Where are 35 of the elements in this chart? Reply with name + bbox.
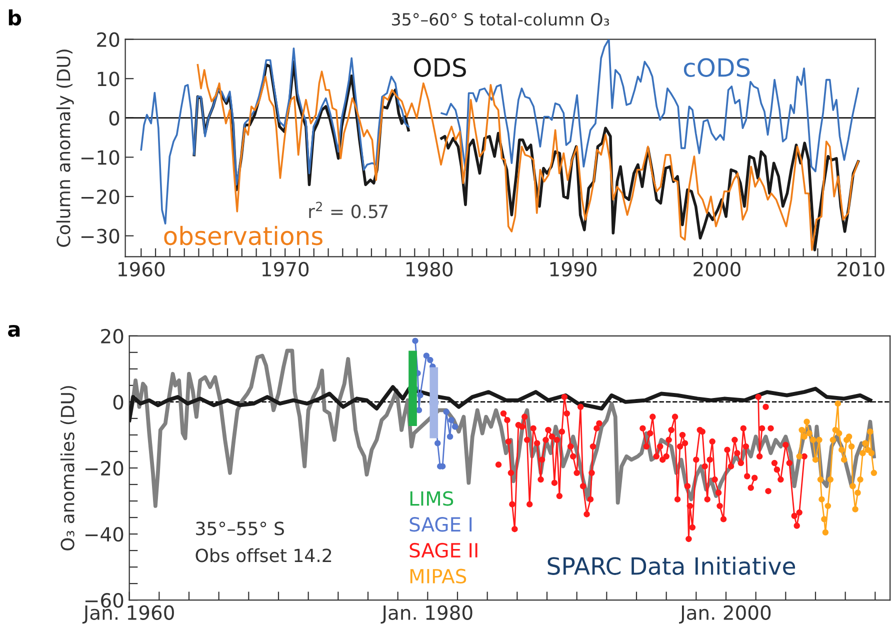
y-axis-title: Column anomaly (DU) (56, 50, 74, 247)
y-tick-label: −60 (85, 593, 124, 608)
series-label: SAGE II (410, 542, 478, 558)
chart-title: 35°–60° S total-column O₃ (392, 12, 610, 26)
y-tick-label: 0 (109, 110, 120, 126)
y-tick-label: 20 (97, 32, 120, 47)
y-tick-label: −40 (85, 526, 124, 542)
y-tick-label: 0 (113, 394, 124, 410)
annotation: 35°–55° S (196, 522, 284, 536)
x-tick-label: 1960 (118, 262, 165, 277)
y-tick-label: −20 (85, 460, 124, 476)
text: a (8, 324, 20, 337)
x-tick-label: 1990 (550, 262, 596, 277)
x-tick-label: 1980 (406, 262, 452, 277)
annotation: r$^{2}$ = 0.57 (309, 202, 388, 218)
series-label: observations (164, 226, 322, 246)
x-tick-label: Jan. 2000 (679, 605, 771, 624)
x-tick-label: 1970 (262, 262, 309, 277)
x-tick-label: Jan. 1980 (380, 605, 472, 624)
text: b (8, 9, 22, 26)
annotation: Obs offset 14.2 (196, 548, 332, 562)
text: MIPAS (410, 568, 466, 584)
y-tick-label: 10 (98, 72, 120, 86)
series-label: ODS (414, 58, 466, 77)
x-tick-label: 2000 (694, 262, 740, 277)
annotation: SPARC Data Initiative (548, 556, 796, 575)
series-label: cODS (684, 58, 750, 77)
text: LIMS (410, 491, 454, 506)
y-tick-label: −10 (81, 150, 120, 165)
y-axis-title: O₃ anomalies (DU) (60, 386, 76, 550)
y-tick-label: 20 (101, 328, 124, 344)
text: SAGE I (410, 517, 472, 532)
x-tick-label: 2010 (838, 262, 884, 277)
y-tick-label: −20 (81, 189, 120, 204)
y-tick-label: −30 (81, 228, 120, 244)
